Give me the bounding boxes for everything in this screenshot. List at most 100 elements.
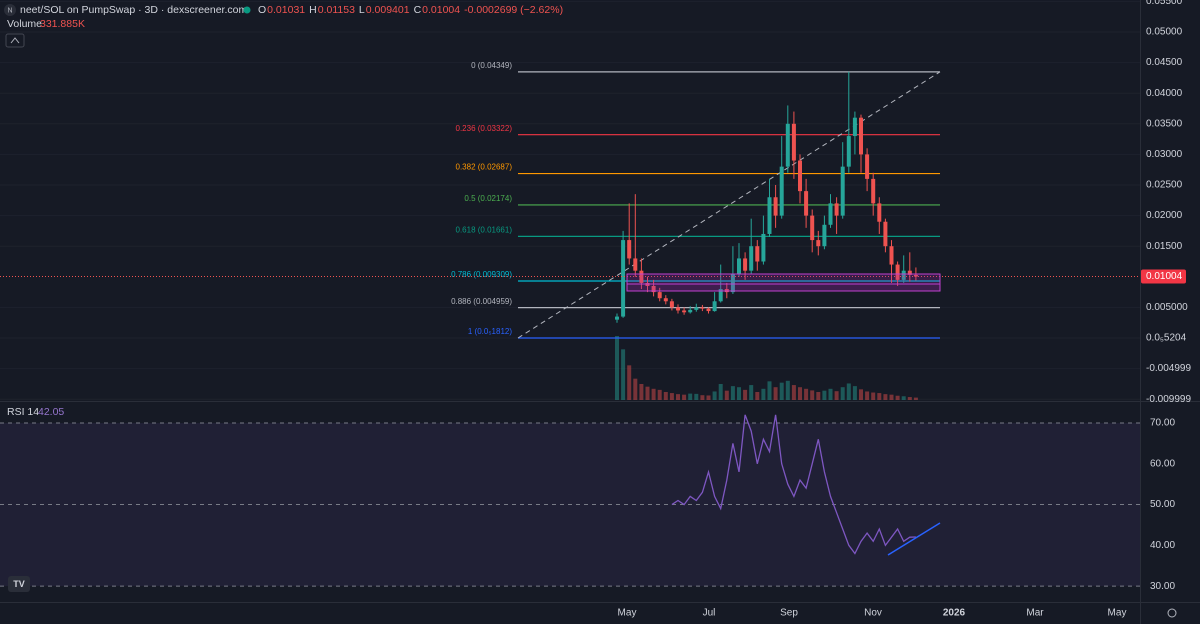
candle-body	[804, 191, 809, 216]
ohlc-key: O	[258, 4, 266, 16]
candle-body	[810, 215, 815, 241]
ohlc-change: -0.0002699 (−2.62%)	[464, 4, 563, 16]
settings-icon[interactable]	[1167, 608, 1177, 618]
y-tick-label: 0.04500	[1146, 57, 1183, 68]
zone-box	[626, 283, 941, 292]
volume-bar	[700, 395, 705, 400]
candle-body	[639, 270, 644, 283]
candle-body	[834, 203, 839, 216]
x-tick-label: Nov	[864, 608, 882, 619]
volume-bar	[676, 394, 680, 400]
ohlc-key: C	[414, 4, 422, 16]
volume-bar	[798, 387, 802, 400]
x-tick-label: Mar	[1026, 608, 1044, 619]
y-tick-label: 0.02000	[1146, 210, 1183, 221]
volume-bar	[749, 385, 754, 400]
rsi-label: RSI 14	[7, 406, 39, 418]
candle-body	[657, 292, 662, 299]
rsi-tick-label: 70.00	[1150, 418, 1175, 429]
rsi-line	[671, 414, 916, 555]
rsi-tick-label: 50.00	[1150, 499, 1175, 510]
candle-body	[706, 308, 711, 312]
volume-bar	[730, 386, 735, 400]
price-badge	[1141, 269, 1186, 284]
fib-label: 1 (0.0₅1812)	[468, 327, 512, 336]
candle-body	[755, 246, 760, 262]
candle-body	[773, 197, 778, 216]
ohlc-key: H	[309, 4, 317, 16]
volume-bar	[724, 390, 729, 400]
candle-body	[669, 301, 674, 308]
fib-label: 0.236 (0.03322)	[456, 124, 513, 133]
volume-bar	[889, 394, 894, 400]
candle-body	[865, 154, 870, 179]
volume-bar	[907, 397, 912, 400]
candle-body	[883, 221, 888, 247]
volume-bar	[737, 387, 741, 400]
candle-body	[785, 123, 790, 167]
y-tick-label: 0.05500	[1146, 0, 1183, 7]
candle-body	[889, 246, 894, 265]
candle-body	[761, 233, 766, 262]
rsi-tick-label: 40.00	[1150, 540, 1175, 551]
collapse-button[interactable]	[5, 33, 25, 48]
x-tick-label: 2026	[943, 608, 966, 619]
y-tick-label: 0.04000	[1146, 88, 1183, 99]
volume-bar	[791, 385, 796, 400]
zone-box	[626, 273, 941, 285]
status-dot	[243, 6, 251, 14]
ohlc: O 0.01031 H 0.01153 L 0.009401 C 0.01004 -0.0002…	[258, 4, 563, 16]
y-tick-label: 0.02500	[1146, 180, 1183, 191]
symbol-icon-letter: N	[7, 7, 12, 14]
tv-logo[interactable]	[8, 576, 30, 592]
volume-bar	[755, 392, 760, 400]
rsi-value: 42.05	[38, 406, 64, 418]
candle-body	[798, 160, 802, 192]
candle-body	[828, 203, 833, 225]
collapse-icon	[10, 37, 20, 44]
volume-bar	[895, 395, 900, 400]
volume-bar	[621, 349, 626, 400]
y-tick-label: 0.03500	[1146, 118, 1183, 129]
volume-bar	[663, 392, 668, 400]
volume-bar	[804, 388, 809, 400]
candle-body	[627, 240, 632, 259]
volume-bar	[901, 396, 906, 400]
y-tick-label: 0.0₅5204	[1146, 333, 1187, 344]
candle-body	[633, 258, 638, 271]
volume-bar	[846, 383, 851, 400]
candle-body	[737, 258, 741, 274]
fib-label: 0.618 (0.01661)	[456, 225, 513, 234]
candle-body	[688, 309, 693, 313]
candle-body	[676, 307, 680, 311]
fib-label: 0.382 (0.02687)	[456, 163, 513, 172]
tv-logo-text: TV	[13, 579, 25, 589]
volume-bar	[779, 382, 784, 400]
ohlc-value: 0.01004	[422, 4, 460, 16]
rsi-tick-label: 30.00	[1150, 581, 1175, 592]
volume-bar	[883, 394, 888, 400]
candle-body	[615, 316, 619, 320]
candle-body	[840, 166, 845, 216]
volume-bar	[682, 394, 687, 400]
candle-body	[651, 285, 656, 293]
chart-title: neet/SOL on PumpSwap · 3D · dexscreener.…	[20, 4, 247, 16]
x-tick-label: Sep	[780, 608, 798, 619]
volume-bar	[767, 381, 772, 400]
candle-body	[859, 117, 863, 155]
candle-body	[901, 270, 906, 280]
volume-bar	[743, 389, 748, 400]
rsi-trendline	[887, 522, 941, 556]
fib-label: 0.886 (0.004959)	[451, 297, 512, 306]
volume-bar	[639, 384, 644, 400]
volume-bar	[694, 393, 699, 400]
candle-body	[913, 274, 918, 277]
volume-bar	[627, 365, 632, 400]
volume-bar	[645, 386, 650, 400]
volume-bar	[718, 384, 723, 400]
candle-body	[712, 301, 717, 312]
volume-bar	[688, 393, 693, 400]
volume-bar	[773, 387, 778, 400]
fib-trend	[517, 71, 941, 339]
